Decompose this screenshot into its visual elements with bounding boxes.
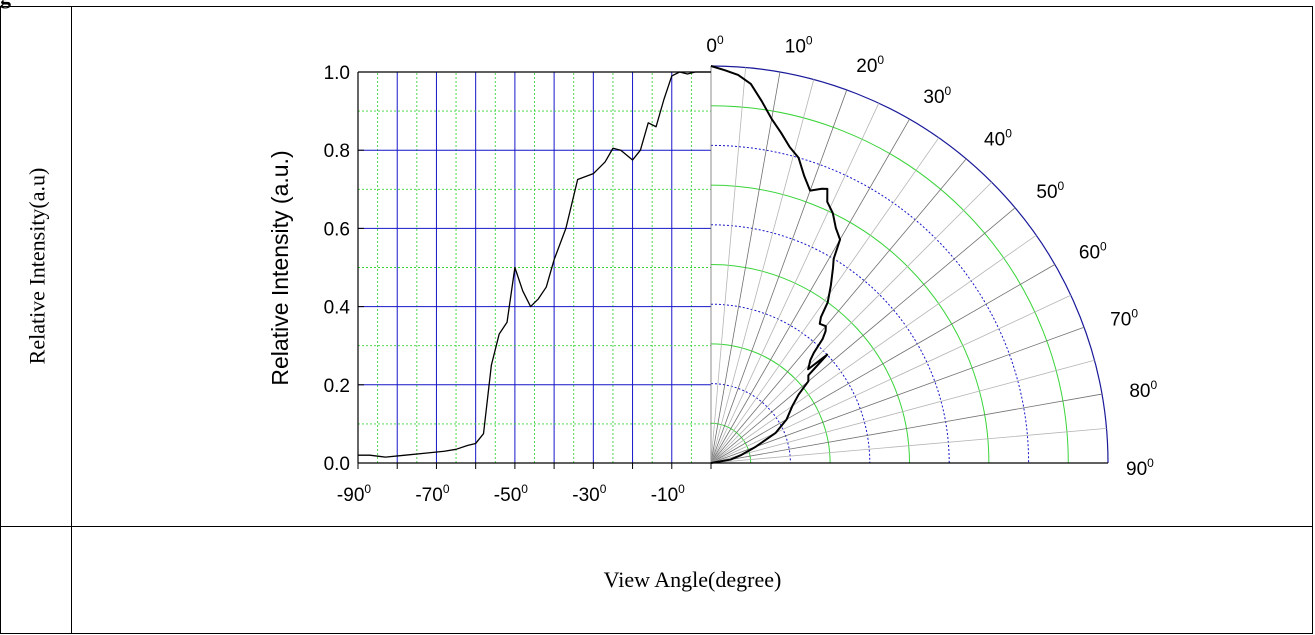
y-axis-title: Relative Intensity (a.u.) — [267, 150, 293, 385]
polar-angle-label: 700 — [1110, 307, 1138, 331]
table-right-border — [1312, 6, 1313, 634]
cartesian-intensity-line — [358, 71, 711, 458]
polar-radius-arc — [710, 383, 791, 464]
polar-radial-gridline — [710, 158, 967, 464]
polar-radial-gridline — [710, 137, 940, 464]
polar-angle-label: 300 — [923, 84, 951, 108]
table-top-border — [0, 6, 1313, 7]
figure-table — [0, 6, 1313, 634]
polar-radial-gridline — [710, 326, 1085, 464]
polar-radial-gridline — [710, 67, 746, 464]
y-tick-label: 0.4 — [324, 298, 351, 319]
figure-label: g — [0, 0, 11, 10]
polar-radial-gridline — [710, 393, 1103, 464]
y-tick-label: 0.2 — [324, 376, 350, 397]
polar-radial-gridline — [710, 89, 848, 464]
y-tick-label: 1.0 — [324, 63, 350, 84]
polar-angle-label: 500 — [1036, 179, 1064, 203]
polar-angle-label: 00 — [706, 33, 724, 57]
table-column-divider — [71, 6, 72, 634]
polar-angle-label: 100 — [785, 34, 813, 58]
polar-angle-label: 900 — [1126, 456, 1154, 480]
x-tick-label: -100 — [651, 482, 685, 506]
x-tick-label: -500 — [494, 482, 528, 506]
polar-radial-gridline — [710, 207, 1016, 464]
y-tick-label: 0.6 — [324, 219, 350, 240]
polar-radial-gridline — [710, 118, 910, 464]
table-bottom-border — [0, 633, 1313, 634]
y-tick-label: 0.8 — [324, 141, 350, 162]
polar-radial-gridline — [710, 359, 1095, 464]
polar-radial-gridline — [710, 79, 815, 464]
x-tick-label: -700 — [415, 482, 449, 506]
polar-radial-gridline — [710, 103, 880, 464]
polar-angle-label: 800 — [1129, 378, 1157, 402]
polar-radial-gridline — [710, 234, 1037, 464]
polar-angle-label: 200 — [856, 53, 884, 77]
y-tick-label: 0.0 — [324, 454, 350, 475]
polar-angle-label: 600 — [1079, 240, 1107, 264]
x-tick-label: -300 — [572, 482, 606, 506]
polar-radial-gridline — [710, 428, 1107, 464]
polar-radial-gridline — [710, 71, 781, 464]
x-tick-label: -900 — [337, 482, 371, 506]
polar-intensity-line — [710, 65, 842, 464]
bottom-x-axis-label: View Angle(degree) — [603, 567, 782, 592]
polar-radial-gridline — [710, 264, 1056, 464]
table-left-border — [0, 6, 1, 634]
table-middle-border — [0, 526, 1313, 527]
polar-angle-label: 400 — [984, 127, 1012, 151]
polar-radial-gridline — [710, 181, 993, 464]
